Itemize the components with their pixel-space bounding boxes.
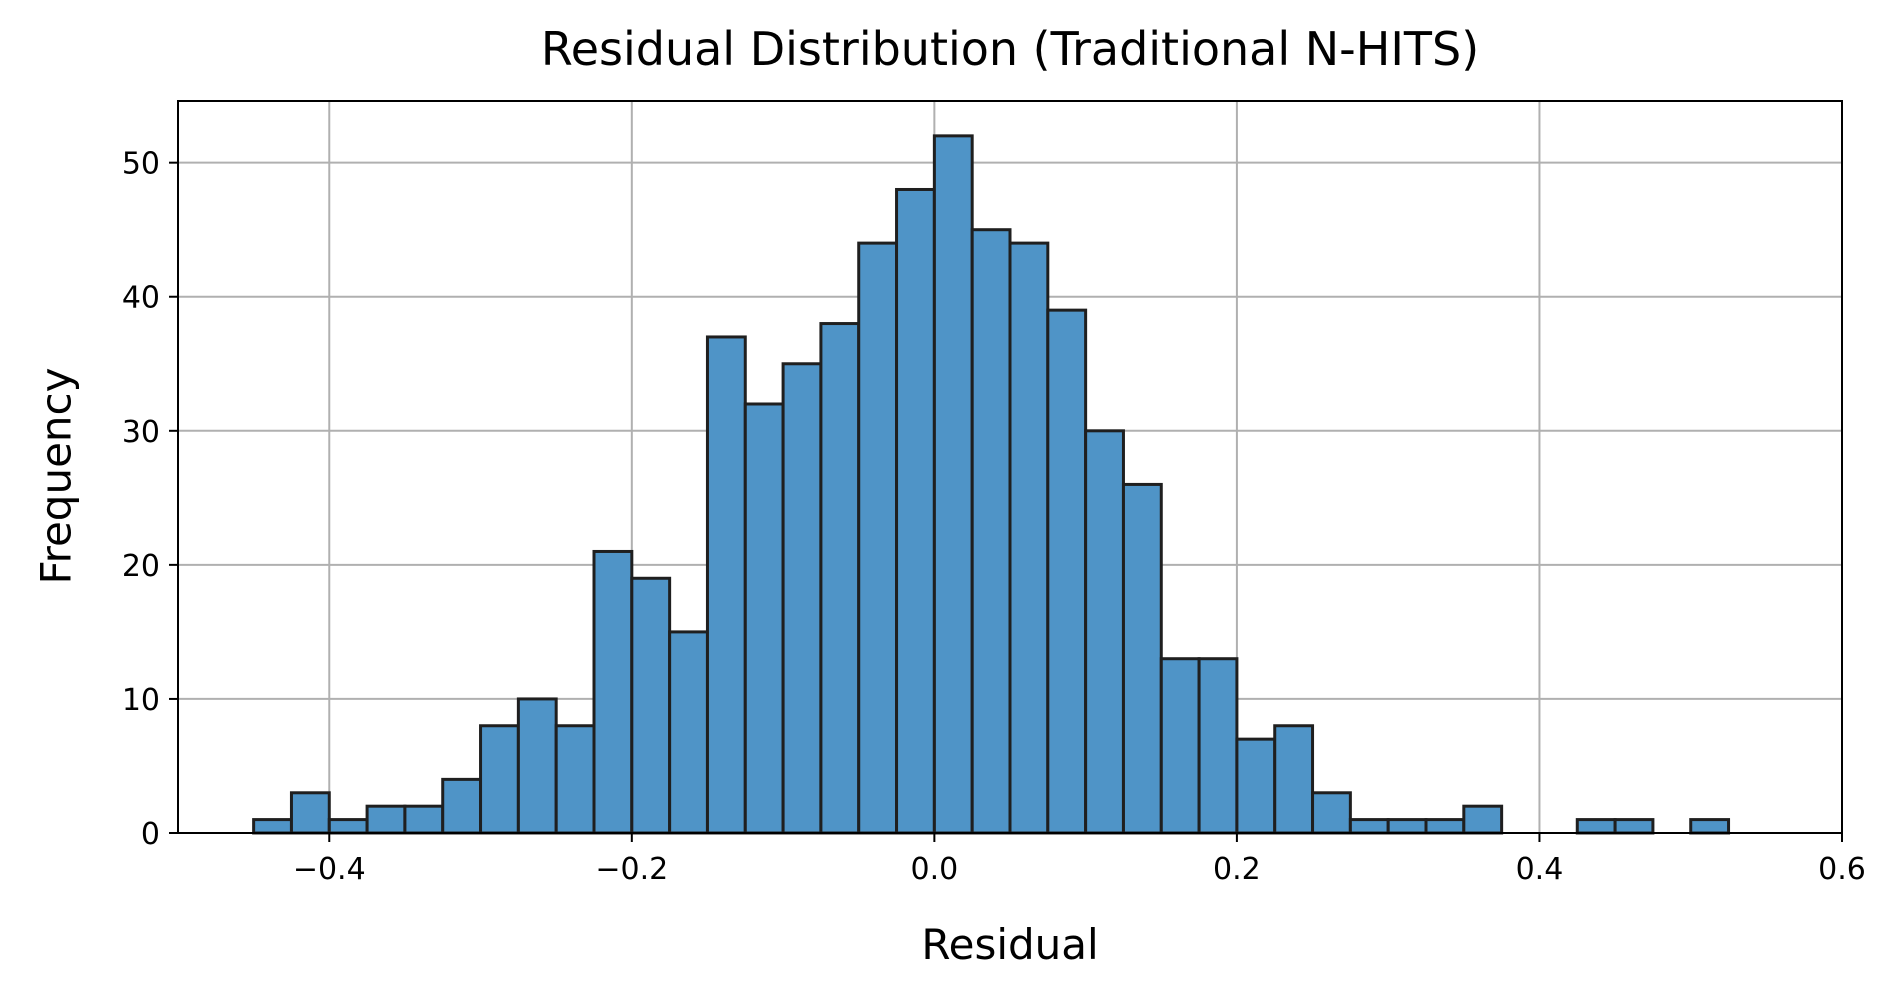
x-tick-label: 0.6 — [1818, 852, 1866, 887]
x-tick-label: 0.2 — [1213, 852, 1261, 887]
histogram-bars — [252, 134, 1731, 835]
histogram-bar — [743, 402, 785, 835]
histogram-bar — [592, 549, 634, 835]
histogram-bar — [1084, 429, 1125, 835]
histogram-bar — [895, 187, 936, 835]
histogram-bar — [668, 630, 709, 835]
x-tick-label: 0.4 — [1516, 852, 1564, 887]
y-tick-label: 30 — [122, 415, 160, 450]
histogram-bar — [1613, 818, 1655, 835]
histogram-bar — [1121, 482, 1163, 835]
y-tick-label: 20 — [122, 549, 160, 584]
x-tick-label: −0.4 — [293, 852, 366, 887]
histogram-bar — [1689, 818, 1731, 835]
histogram-bar — [479, 724, 520, 835]
histogram-bar — [781, 362, 823, 835]
y-tick-label: 50 — [122, 147, 160, 182]
y-tick-label: 40 — [122, 281, 160, 316]
histogram-bar — [1348, 818, 1390, 835]
x-tick-label: 0.0 — [911, 852, 959, 887]
x-axis-label: Residual — [921, 920, 1099, 969]
histogram-bar — [1273, 724, 1315, 835]
histogram-bar — [1311, 791, 1352, 835]
histogram-bar — [365, 804, 407, 835]
y-tick-label: 0 — [141, 817, 160, 852]
histogram-bar — [1235, 737, 1277, 835]
histogram-bar — [857, 241, 899, 835]
histogram-bar — [1575, 818, 1617, 835]
histogram-bar — [1462, 804, 1504, 835]
histogram-bar — [1386, 818, 1428, 835]
histogram-bar — [705, 335, 747, 835]
histogram-bar — [441, 777, 483, 835]
histogram-bar — [403, 804, 445, 835]
histogram-bar — [1046, 308, 1088, 835]
axes-frame — [177, 100, 1843, 834]
y-tick-label: 10 — [122, 683, 160, 718]
y-axis-label-text: Frequency — [31, 367, 81, 585]
histogram-bar — [1197, 657, 1239, 835]
histogram-bar — [327, 818, 369, 835]
histogram-bar — [970, 228, 1012, 835]
histogram-bar — [932, 134, 974, 835]
histogram-bar — [289, 791, 331, 835]
histogram-bar — [516, 697, 558, 835]
chart-title: Residual Distribution (Traditional N-HIT… — [540, 22, 1480, 76]
histogram-bar — [1159, 657, 1201, 835]
axis-ticks: −0.4 −0.2 0.0 0.2 0.4 0.6 0 10 20 30 40 50 — [122, 147, 1866, 887]
histogram-bar — [1424, 818, 1466, 835]
histogram-bar — [554, 724, 596, 835]
histogram-bar — [819, 322, 861, 835]
x-tick-label: −0.2 — [595, 852, 668, 887]
histogram-bar — [252, 818, 293, 835]
histogram-bar — [1008, 241, 1050, 835]
histogram-bar — [630, 576, 672, 835]
